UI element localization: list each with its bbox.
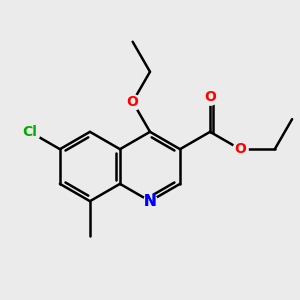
Text: Cl: Cl (22, 125, 37, 139)
Text: O: O (234, 142, 246, 156)
Text: O: O (127, 95, 139, 109)
Text: N: N (144, 194, 156, 209)
Text: O: O (204, 90, 216, 104)
Text: N: N (144, 194, 156, 209)
